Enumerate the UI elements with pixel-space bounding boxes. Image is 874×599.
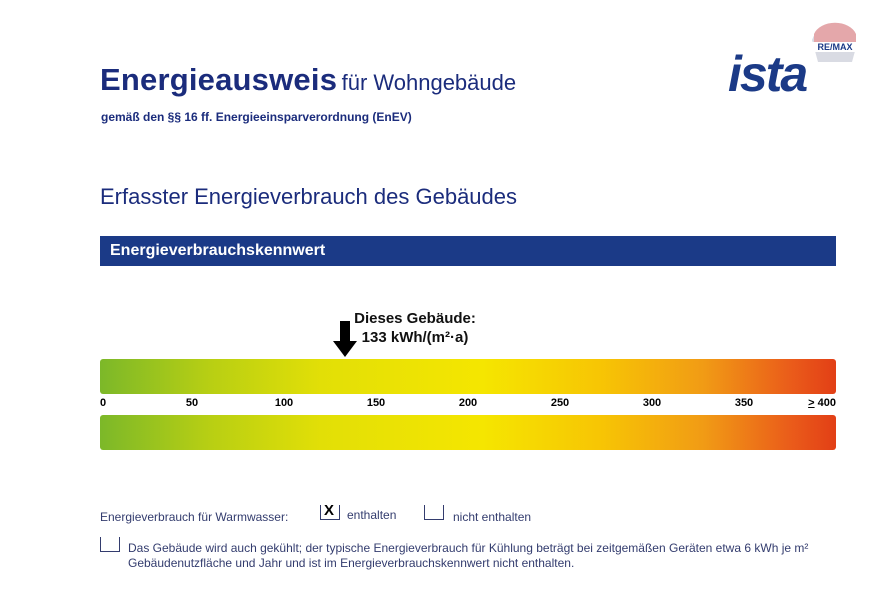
arrow-down-icon <box>332 321 357 357</box>
title-rest: für Wohngebäude <box>341 70 517 95</box>
energy-scale-bar-bottom <box>100 415 836 450</box>
document-subtitle: gemäß den §§ 16 ff. Energieeinsparverord… <box>101 110 412 124</box>
cooling-note: Das Gebäude wird auch gekühlt; der typis… <box>128 541 809 570</box>
indicator-value: 133 kWh/(m²·a) <box>361 329 469 346</box>
scale-ticks: 0 50 100 150 200 250 300 350 > 400 <box>100 397 836 413</box>
checkmark-x: X <box>324 502 335 519</box>
tick-label: 100 <box>274 397 294 409</box>
tick-prefix: > <box>808 397 815 409</box>
tick-label: 200 <box>458 397 478 409</box>
section-bar-title: Energieverbrauchskennwert <box>100 236 836 266</box>
tick-label: 0 <box>100 397 107 409</box>
tick-label-max: > 400 <box>808 397 836 409</box>
ista-remax-logo: RE/MAX ista <box>728 22 856 98</box>
tick-label: 50 <box>185 397 199 409</box>
energy-scale-bar-top <box>100 359 836 394</box>
warmwasser-included-label: enthalten <box>347 508 397 522</box>
warmwasser-not-included-checkbox[interactable] <box>424 505 444 520</box>
logo-badge: RE/MAX <box>817 42 852 52</box>
warmwasser-label: Energieverbrauch für Warmwasser: <box>100 510 289 524</box>
warmwasser-not-included-label: nicht enthalten <box>453 510 532 524</box>
tick-label: 300 <box>642 397 662 409</box>
building-indicator-label: Dieses Gebäude: 133 kWh/(m²·a) <box>330 309 500 347</box>
warmwasser-included-checkbox[interactable]: X <box>320 502 340 520</box>
indicator-label: Dieses Gebäude: <box>354 310 476 327</box>
section-title: Erfasster Energieverbrauch des Gebäudes <box>100 184 518 209</box>
tick-label: 250 <box>550 397 570 409</box>
cooling-checkbox[interactable] <box>100 537 120 552</box>
tick-label: 350 <box>734 397 754 409</box>
document-title: Energieausweis für Wohngebäude <box>100 62 516 98</box>
logo-text: ista <box>728 46 807 98</box>
remax-balloon-icon: RE/MAX <box>812 22 856 62</box>
title-main: Energieausweis <box>100 62 338 97</box>
tick-max-value: 400 <box>814 397 836 409</box>
tick-label: 150 <box>366 397 386 409</box>
